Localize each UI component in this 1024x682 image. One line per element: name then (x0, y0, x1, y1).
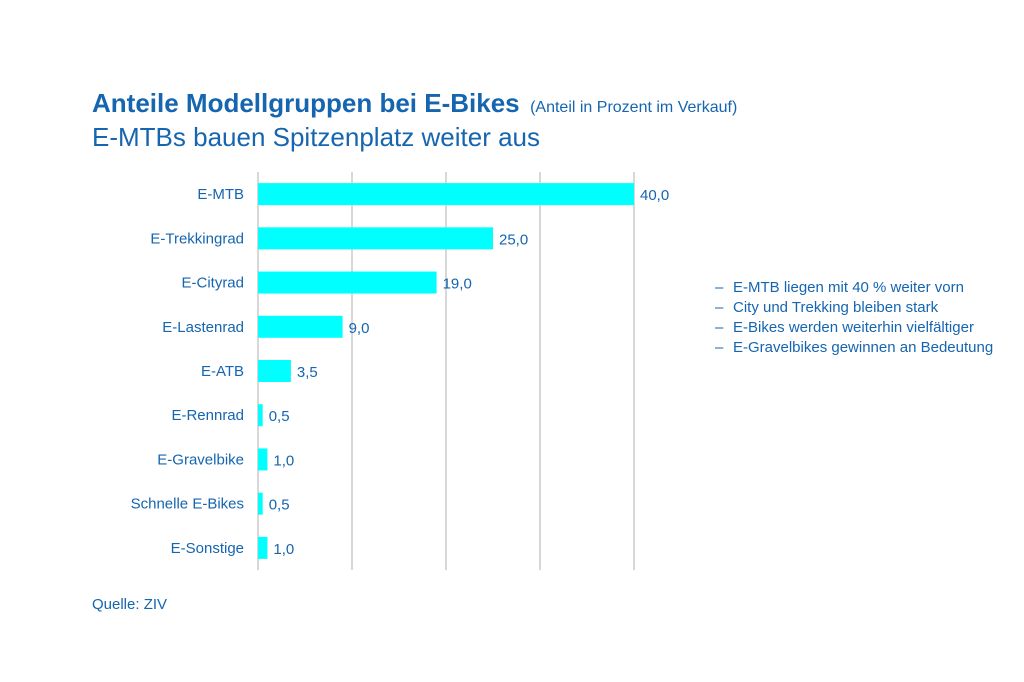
category-label: E-Cityrad (181, 275, 244, 292)
chart-unit-note: (Anteil in Prozent im Verkauf) (530, 99, 738, 116)
note-item: E-MTB liegen mit 40 % weiter vorn (715, 278, 1015, 298)
data-label: 0,5 (269, 497, 290, 514)
category-label: Schnelle E-Bikes (131, 496, 244, 513)
bar (258, 227, 493, 250)
bar (258, 404, 263, 427)
data-label: 25,0 (499, 231, 528, 248)
chart-title-line: Anteile Modellgruppen bei E-Bikes (Antei… (92, 88, 737, 119)
bar (258, 536, 268, 559)
category-label: E-Gravelbike (157, 451, 244, 468)
note-item: E-Bikes werden weiterhin vielfältiger (715, 318, 1015, 338)
category-label: E-Sonstige (171, 540, 244, 557)
chart-subtitle: E-MTBs bauen Spitzenplatz weiter aus (92, 122, 540, 152)
data-label: 9,0 (349, 320, 370, 337)
bar (258, 360, 291, 382)
bar (258, 183, 634, 206)
data-label: 3,5 (297, 364, 318, 381)
category-label: E-ATB (201, 363, 244, 380)
data-label: 40,0 (640, 187, 669, 204)
bar (258, 448, 268, 471)
bar (258, 271, 437, 294)
bar (258, 315, 343, 338)
category-label: E-MTB (197, 186, 244, 203)
source-note: Quelle: ZIV (92, 596, 168, 613)
data-label: 0,5 (269, 408, 290, 425)
data-label: 1,0 (273, 452, 294, 469)
category-label: E-Trekkingrad (150, 230, 244, 247)
category-label: E-Lastenrad (162, 319, 244, 336)
bar (258, 492, 263, 515)
chart-title: Anteile Modellgruppen bei E-Bikes (92, 88, 520, 118)
data-label: 19,0 (443, 276, 472, 293)
note-item: E-Gravelbikes gewinnen an Bedeutung (715, 338, 1015, 358)
note-item: City und Trekking bleiben stark (715, 298, 1015, 318)
category-label: E-Rennrad (171, 407, 244, 424)
notes-list: E-MTB liegen mit 40 % weiter vorn City u… (715, 278, 1015, 358)
data-label: 1,0 (273, 541, 294, 558)
